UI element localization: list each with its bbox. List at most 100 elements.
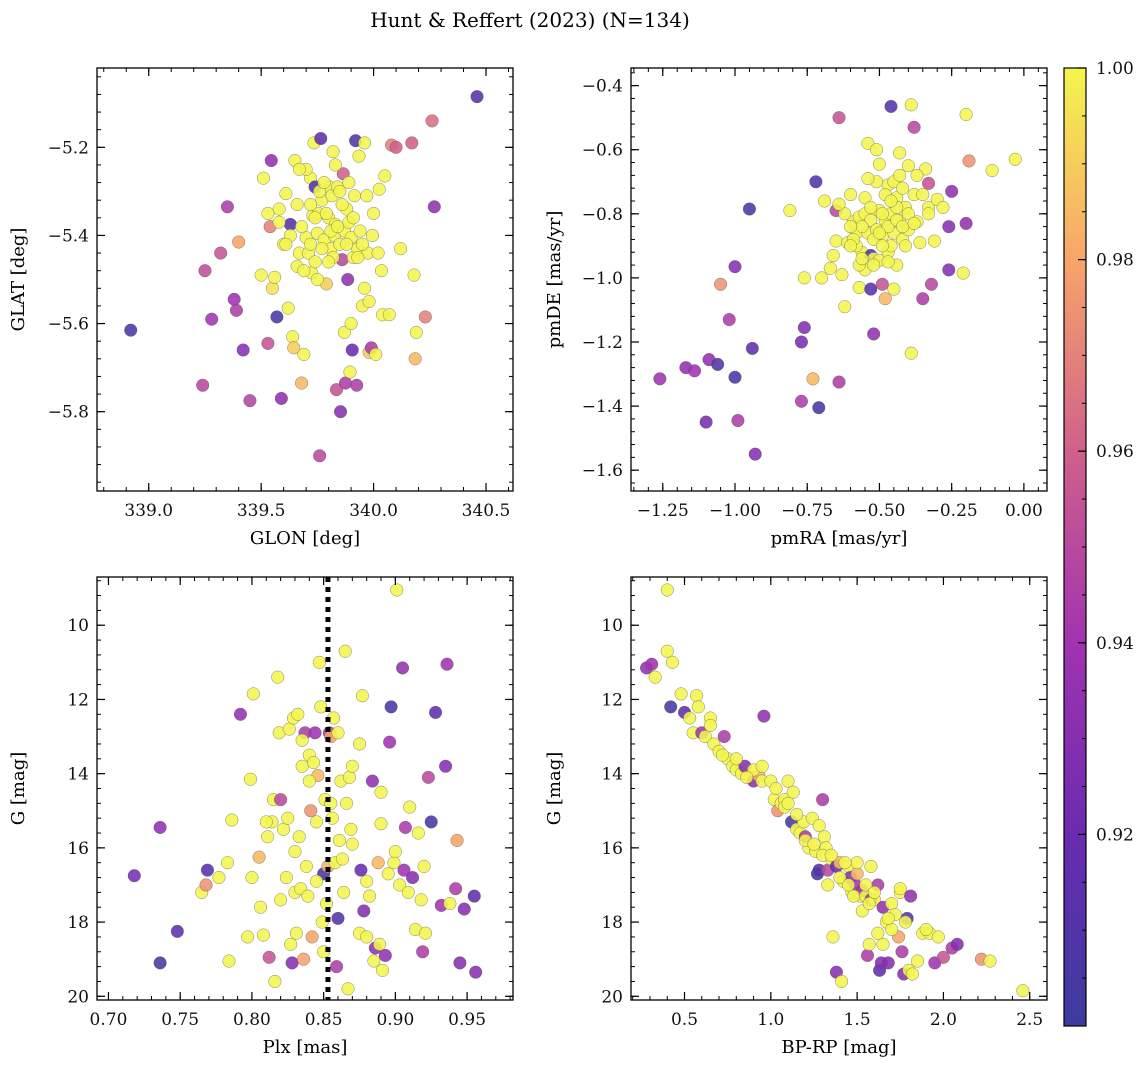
- scatter-point: [913, 236, 927, 250]
- scatter-point: [343, 365, 357, 379]
- scatter-point: [295, 759, 309, 773]
- scatter-point: [469, 965, 483, 979]
- scatter-point: [309, 874, 324, 888]
- scatter-point: [714, 277, 728, 291]
- scatter-point: [378, 948, 392, 963]
- scatter-point: [205, 312, 219, 326]
- points: [124, 90, 484, 463]
- x-axis-label: GLON [deg]: [250, 528, 360, 549]
- scatter-point: [881, 911, 895, 925]
- y-tick-label: 16: [67, 839, 89, 859]
- scatter-point: [395, 661, 410, 675]
- scatter-point: [855, 220, 869, 234]
- scatter-point: [307, 755, 321, 770]
- x-tick-label: 0.75: [161, 1010, 199, 1030]
- y-axis-label: G [mag]: [544, 752, 565, 825]
- x-tick-label: −1.25: [637, 501, 689, 521]
- scatter-point: [225, 813, 239, 827]
- scatter-point: [405, 136, 419, 150]
- scatter-point: [904, 98, 918, 112]
- scatter-point: [645, 657, 659, 671]
- scatter-point: [345, 343, 359, 357]
- scatter-point: [393, 878, 407, 892]
- scatter-point: [443, 896, 457, 911]
- scatter-point: [826, 930, 840, 944]
- scatter-point: [409, 325, 423, 339]
- scatter-point: [878, 292, 892, 306]
- scatter-point: [690, 689, 704, 703]
- scatter-point: [838, 207, 852, 221]
- scatter-point: [274, 893, 288, 907]
- scatter-point: [870, 143, 884, 157]
- scatter-point: [740, 770, 754, 784]
- scatter-point: [344, 317, 358, 331]
- plot-area: [97, 577, 513, 1000]
- scatter-point: [907, 216, 921, 230]
- scatter-point: [317, 176, 331, 190]
- scatter-point: [797, 321, 811, 335]
- scatter-point: [290, 198, 304, 212]
- scatter-point: [390, 583, 404, 597]
- x-tick-label: −0.25: [926, 501, 978, 521]
- y-tick-label: 14: [67, 765, 89, 785]
- scatter-point: [742, 202, 756, 216]
- scatter-point: [862, 896, 876, 911]
- scatter-point: [363, 889, 377, 903]
- scatter-point: [308, 726, 322, 740]
- y-tick-label: 10: [601, 616, 623, 636]
- scatter-point: [864, 282, 878, 296]
- scatter-point: [360, 874, 374, 888]
- scatter-point: [214, 246, 228, 260]
- scatter-point: [818, 194, 832, 208]
- scatter-point: [295, 376, 309, 390]
- x-tick-label: 0.00: [1005, 501, 1043, 521]
- scatter-point: [236, 343, 250, 357]
- scatter-point: [196, 378, 210, 392]
- scatter-point: [383, 735, 397, 749]
- scatter-point: [936, 200, 950, 214]
- scatter-point: [867, 258, 881, 272]
- points: [639, 583, 1030, 998]
- scatter-point: [769, 781, 783, 796]
- y-tick-label: 20: [67, 987, 89, 1007]
- y-tick-label: −1.4: [582, 397, 623, 417]
- scatter-point: [893, 146, 907, 160]
- scatter-point: [243, 772, 258, 786]
- y-tick-label: −0.4: [582, 77, 623, 97]
- scatter-point: [757, 709, 771, 723]
- scatter-point: [910, 168, 924, 182]
- scatter-point: [893, 882, 907, 896]
- scatter-point: [232, 235, 246, 249]
- ticks: −1.25 −1.00 −0.75 −0.50 −0.25 0.00 −1.6 −1.4 −1.…: [582, 68, 1047, 521]
- y-tick-label: −0.6: [582, 141, 623, 161]
- scatter-point: [728, 260, 742, 274]
- scatter-point: [408, 352, 422, 366]
- scatter-point: [835, 268, 849, 282]
- scatter-point: [807, 837, 821, 851]
- scatter-point: [861, 172, 875, 186]
- scatter-point: [910, 954, 925, 968]
- scatter-point: [470, 90, 484, 104]
- scatter-point: [962, 154, 976, 168]
- scatter-point: [664, 700, 678, 714]
- scatter-point: [844, 239, 858, 253]
- scatter-point: [850, 867, 864, 881]
- y-tick-label: 18: [601, 913, 623, 933]
- scatter-point: [284, 937, 298, 951]
- scatter-point: [872, 157, 886, 171]
- scatter-point: [983, 954, 997, 968]
- scatter-point: [302, 774, 316, 788]
- scatter-point: [124, 323, 138, 337]
- scatter-point: [388, 845, 402, 859]
- scatter-point: [683, 711, 697, 725]
- scatter-point: [272, 215, 286, 229]
- x-tick-label: 2.0: [930, 1010, 957, 1030]
- colorbar-tick-label: 0.92: [1096, 825, 1134, 845]
- scatter-point: [227, 292, 241, 306]
- colorbar-ticks: 0.92 0.94 0.96 0.98 1.00: [1078, 59, 1134, 979]
- scatter-point: [826, 248, 840, 263]
- scatter-point: [322, 255, 336, 269]
- scatter-point: [786, 785, 800, 799]
- x-tick-label: 1.0: [757, 1010, 784, 1030]
- scatter-point: [855, 252, 869, 266]
